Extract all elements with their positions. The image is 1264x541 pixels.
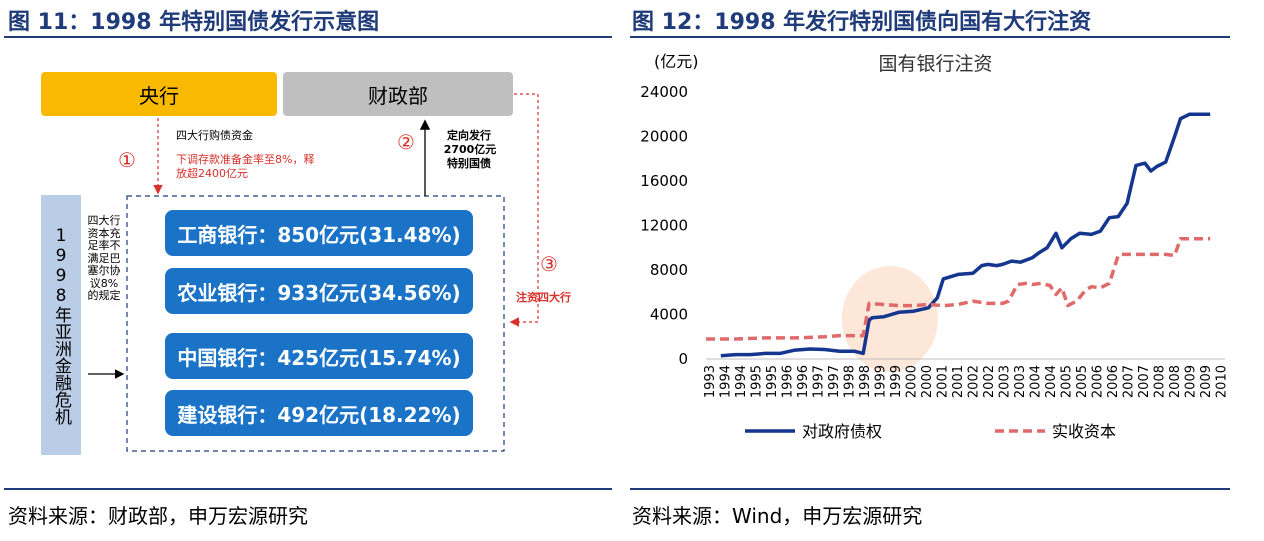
x-tick-label: 2001 [951, 365, 966, 398]
x-tick-label: 2005 [1075, 365, 1090, 398]
x-tick-label: 2004 [1044, 365, 1059, 398]
left-figure-title: 图 11：1998 年特别国债发行示意图 [8, 10, 380, 35]
diagram-connectors [88, 93, 539, 452]
x-tick-label: 2004 [1028, 365, 1043, 398]
x-tick-label: 1997 [811, 365, 826, 398]
highlight-1998 [841, 265, 938, 372]
x-tick-label: 2003 [997, 365, 1012, 398]
right-source-rule [630, 488, 1230, 490]
y-tick-label: 24000 [640, 83, 688, 101]
x-tick-label: 1998 [842, 365, 857, 398]
capital-shortfall-note: 四大行资本充足率不满足巴塞尔协议8%的规定 [87, 214, 121, 302]
bank-boc: 中国银行：425亿元(15.74%) [165, 333, 473, 379]
x-tick-label: 1996 [796, 365, 811, 398]
x-tick-label: 1998 [858, 365, 873, 398]
x-tick-label: 2007 [1137, 365, 1152, 398]
banks-frame [126, 195, 505, 452]
step1-note-line2: 下调存款准备金率至8%，释 [176, 153, 315, 166]
step1-note-line1: 四大行购债资金 [176, 129, 253, 142]
step3-note: 注资四大行 [516, 291, 571, 304]
y-tick-label: 0 [678, 350, 688, 368]
step2-note-line3: 特别国债 [447, 157, 491, 170]
step1-note-line3: 放超2400亿元 [176, 167, 248, 180]
right-figure-title: 图 12：1998 年发行特别国债向国有大行注资 [632, 10, 1092, 35]
step3-arrow [509, 93, 539, 327]
y-unit-label: (亿元) [654, 52, 699, 71]
x-tick-label: 1999 [873, 365, 888, 398]
bank-ccb: 建设银行：492亿元(18.22%) [165, 390, 473, 436]
x-tick-label: 1994 [734, 365, 749, 398]
x-tick-label: 1999 [889, 365, 904, 398]
x-tick-label: 2009 [1199, 365, 1214, 398]
x-tick-label: 2009 [1183, 365, 1198, 398]
x-tick-label: 2010 [1214, 365, 1229, 398]
x-tick-label: 1996 [780, 365, 795, 398]
x-tick-label: 2006 [1090, 365, 1105, 398]
right-title-rule [630, 36, 1230, 38]
x-tick-label: 2008 [1152, 365, 1167, 398]
y-tick-label: 16000 [640, 172, 688, 190]
left-title-rule [4, 36, 612, 38]
left-source-rule [4, 488, 612, 490]
bank-icbc: 工商银行：850亿元(31.48%) [165, 210, 473, 256]
x-tick-label: 1995 [765, 365, 780, 398]
series-line-paid-in-capital [706, 237, 1211, 341]
y-tick-label: 20000 [640, 128, 688, 146]
x-tick-label: 1997 [827, 365, 842, 398]
y-tick-label: 12000 [640, 217, 688, 235]
central-bank-box: 央行 [41, 72, 277, 116]
y-tick-label: 4000 [650, 306, 688, 324]
right-source: 资料来源：Wind，申万宏源研究 [632, 504, 923, 528]
x-tick-label: 1995 [749, 365, 764, 398]
x-tick-label: 2003 [1013, 365, 1028, 398]
x-tick-label: 1994 [718, 365, 733, 398]
series-line-gov-claims [720, 112, 1211, 358]
bank-abc: 农业银行：933亿元(34.56%) [165, 268, 473, 314]
x-tick-label: 2007 [1121, 365, 1136, 398]
chart-title: 国有银行注资 [878, 53, 992, 75]
step2-note-line1: 定向发行 [447, 129, 491, 142]
ministry-box: 财政部 [283, 72, 513, 116]
injection-line-chart: 国有银行注资 (亿元) 0 4000 8000 12000 16000 20000 24000 1… [640, 52, 1229, 441]
x-tick-label: 2000 [904, 365, 919, 398]
y-tick-label: 8000 [650, 261, 688, 279]
x-tick-label: 2008 [1168, 365, 1183, 398]
crisis-box: 1998年亚洲金融危机 [41, 195, 81, 455]
x-tick-label: 2002 [966, 365, 981, 398]
x-tick-label: 2002 [982, 365, 997, 398]
step2-number: ② [397, 130, 415, 154]
crisis-label: 1998年亚洲金融危机 [51, 225, 71, 425]
x-tick-label: 2001 [935, 365, 950, 398]
step3-number: ③ [540, 252, 558, 276]
x-tick-label: 2006 [1106, 365, 1121, 398]
legend-label-gov-claims: 对政府债权 [802, 422, 882, 441]
step2-note-line2: 2700亿元 [443, 143, 497, 156]
left-source: 资料来源：财政部，申万宏源研究 [8, 504, 308, 528]
legend-label-paid-in-capital: 实收资本 [1052, 422, 1116, 441]
step1-number: ① [118, 148, 136, 172]
x-tick-label: 2000 [920, 365, 935, 398]
x-tick-label: 1993 [703, 365, 718, 398]
x-tick-label: 2005 [1059, 365, 1074, 398]
